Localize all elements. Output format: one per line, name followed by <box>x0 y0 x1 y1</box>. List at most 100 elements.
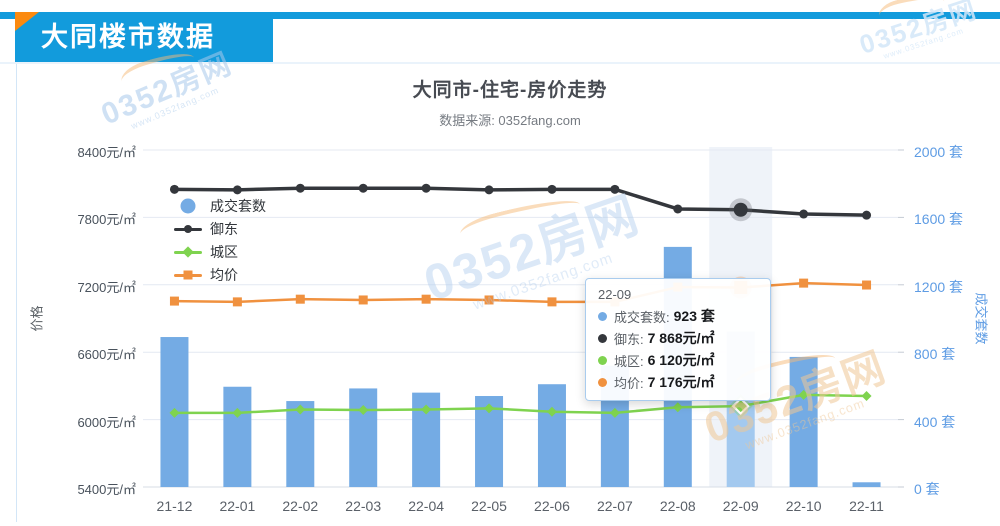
legend-item-deal-count[interactable]: 成交套数 <box>174 198 266 214</box>
x-axis-label: 22-04 <box>408 498 445 514</box>
y-axis-label-right: 400 套 <box>914 413 956 430</box>
marker-chengqu-21-12[interactable] <box>169 407 180 418</box>
x-axis-label: 21-12 <box>156 498 193 514</box>
legend-bigcircle-icon <box>174 198 202 214</box>
marker-junjia-22-04[interactable] <box>421 294 431 304</box>
content-left-border <box>16 64 17 522</box>
series-line-yudong <box>172 186 869 217</box>
bar-22-10[interactable] <box>789 356 818 487</box>
tooltip-label: 成交套数: <box>614 309 670 325</box>
tooltip-row: 御东: 7 868元/㎡ <box>598 327 758 349</box>
y-axis-label-right: 1600 套 <box>914 211 964 228</box>
chart-subtitle: 数据来源: 0352fang.com <box>439 113 581 128</box>
x-axis-label: 22-03 <box>345 498 382 514</box>
y-axis-label-right: 800 套 <box>914 346 956 363</box>
tooltip-title: 22-09 <box>598 287 632 302</box>
tooltip-label: 均价: <box>614 375 644 391</box>
tooltip-label: 城区: <box>614 353 644 369</box>
legend-item-junjia[interactable]: 均价 <box>174 267 266 283</box>
marker-yudong-22-07[interactable] <box>610 184 620 194</box>
chart-title: 大同市-住宅-房价走势 <box>412 80 608 101</box>
marker-chengqu-22-03[interactable] <box>358 405 369 416</box>
banner-title: 大同楼市数据 <box>41 22 215 52</box>
legend-label: 均价 <box>210 267 238 283</box>
bar-22-06[interactable] <box>537 384 566 487</box>
marker-junjia-21-12[interactable] <box>169 296 179 306</box>
marker-chengqu-22-02[interactable] <box>295 404 306 415</box>
tooltip-value: 6 120元/㎡ <box>647 352 715 368</box>
tooltip-value: 923 套 <box>673 308 715 324</box>
y-axis-label-left: 6000元/㎡ <box>77 414 136 430</box>
x-axis-label: 22-05 <box>471 498 507 514</box>
legend-diamond-icon <box>174 244 202 260</box>
tooltip-value: 7 176元/㎡ <box>647 374 715 390</box>
y-axis-label-right: 2000 套 <box>914 144 964 160</box>
tooltip-row: 均价: 7 176元/㎡ <box>598 371 758 393</box>
x-axis-label: 22-08 <box>659 498 696 514</box>
marker-chengqu-22-10[interactable] <box>798 389 809 400</box>
x-axis-label: 22-06 <box>534 498 570 514</box>
x-axis-label: 22-01 <box>219 498 256 514</box>
x-axis-label: 22-02 <box>282 498 319 514</box>
marker-yudong-21-12[interactable] <box>169 184 179 194</box>
bar-22-11[interactable] <box>852 482 881 487</box>
marker-junjia-22-01[interactable] <box>232 297 242 307</box>
marker-chengqu-22-01[interactable] <box>232 407 243 418</box>
left-axis-name: 价格 <box>29 305 45 332</box>
y-axis-label-left: 7200元/㎡ <box>77 279 136 295</box>
marker-yudong-22-03[interactable] <box>358 183 368 193</box>
marker-chengqu-22-08[interactable] <box>672 402 683 413</box>
header-banner: 大同楼市数据 <box>15 12 273 62</box>
marker-chengqu-22-05[interactable] <box>484 403 495 414</box>
series-dot-icon <box>598 333 607 343</box>
marker-chengqu-22-06[interactable] <box>546 406 557 417</box>
tooltip-label: 御东: <box>614 331 644 347</box>
marker-junjia-22-05[interactable] <box>484 295 494 305</box>
tooltip-value: 7 868元/㎡ <box>647 330 715 346</box>
legend: 成交套数御东城区均价 <box>174 198 266 290</box>
marker-yudong-22-04[interactable] <box>421 183 431 193</box>
tooltip-row: 成交套数: 923 套 <box>598 305 758 327</box>
x-axis-label: 22-10 <box>785 498 822 514</box>
x-axis-label: 22-07 <box>596 498 633 514</box>
marker-chengqu-22-07[interactable] <box>609 407 620 418</box>
y-axis-label-left: 6600元/㎡ <box>77 347 136 363</box>
x-axis-label: 22-09 <box>722 498 759 514</box>
marker-yudong-22-11[interactable] <box>862 210 872 220</box>
marker-chengqu-22-11[interactable] <box>861 391 872 402</box>
marker-chengqu-22-04[interactable] <box>421 404 432 415</box>
marker-chengqu-22-09[interactable] <box>734 400 747 413</box>
marker-junjia-22-06[interactable] <box>547 297 557 307</box>
legend-item-yudong[interactable]: 御东 <box>174 221 266 237</box>
corner-fold-icon <box>15 12 39 31</box>
marker-yudong-22-08[interactable] <box>673 204 683 214</box>
tooltip-row: 城区: 6 120元/㎡ <box>598 349 758 371</box>
y-axis-label-right: 1200 套 <box>914 278 964 295</box>
bar-22-03[interactable] <box>349 388 378 487</box>
marker-yudong-22-02[interactable] <box>295 183 305 193</box>
marker-yudong-22-09[interactable] <box>733 202 748 217</box>
legend-item-chengqu[interactable]: 城区 <box>174 244 266 260</box>
marker-junjia-22-11[interactable] <box>862 280 872 290</box>
series-dot-icon <box>598 311 607 321</box>
series-line-chengqu <box>173 393 868 415</box>
tooltip: 22-09 成交套数: 923 套御东: 7 868元/㎡ 城区: 6 120元/㎡ 均价… <box>585 278 771 401</box>
y-axis-label-left: 5400元/㎡ <box>77 482 136 497</box>
marker-yudong-22-06[interactable] <box>547 184 557 194</box>
y-axis-label-right: 0 套 <box>914 481 940 497</box>
legend-label: 城区 <box>210 244 238 260</box>
marker-yudong-22-05[interactable] <box>484 185 494 195</box>
series-dot-icon <box>598 355 607 365</box>
marker-junjia-22-10[interactable] <box>799 278 809 288</box>
legend-label: 御东 <box>210 221 238 237</box>
bar-22-01[interactable] <box>223 386 252 487</box>
marker-yudong-22-01[interactable] <box>232 185 242 195</box>
bar-22-02[interactable] <box>286 401 315 487</box>
series-dot-icon <box>598 377 607 387</box>
marker-yudong-22-10[interactable] <box>799 209 809 219</box>
y-axis-label-left: 8400元/㎡ <box>77 145 136 160</box>
marker-junjia-22-02[interactable] <box>295 294 305 304</box>
y-axis-label-left: 7800元/㎡ <box>77 212 136 228</box>
marker-junjia-22-03[interactable] <box>358 295 368 305</box>
